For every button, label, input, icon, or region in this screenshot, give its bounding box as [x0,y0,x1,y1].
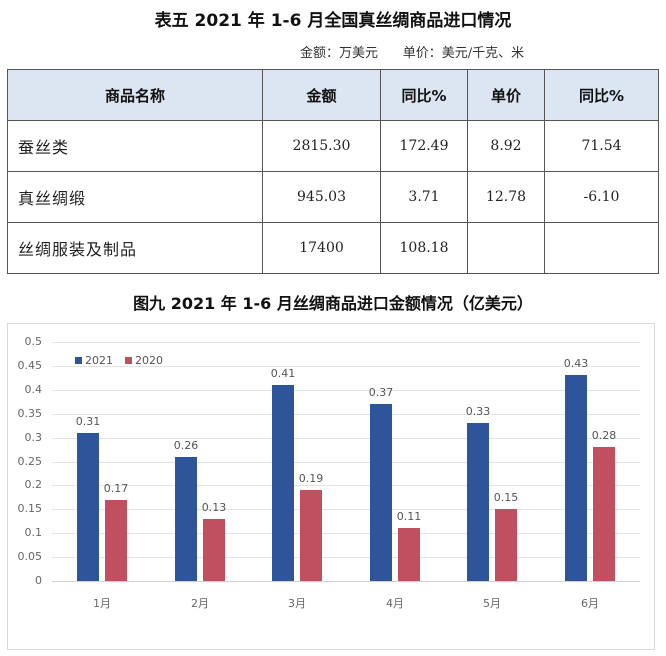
bar-2020-4 [398,528,420,581]
value-label: 0.13 [201,501,227,514]
cell-amount: 17400 [262,222,381,274]
value-label: 0.11 [396,510,422,523]
table-row: 丝绸服装及制品 17400 108.18 [7,222,659,274]
gridline [52,509,640,510]
cell-unit-price: 12.78 [467,171,545,223]
gridline [52,533,640,534]
value-label: 0.43 [563,357,589,370]
bar-2020-1 [105,500,127,581]
cell-product-name: 蚕丝类 [7,120,263,172]
table-row: 真丝绸缎 945.03 3.71 12.78 -6.10 [7,171,659,223]
value-label: 0.37 [368,386,394,399]
x-tick-label: 4月 [386,597,404,610]
y-tick-label: 0.5 [24,335,43,348]
y-tick-label: 0.45 [17,359,43,372]
chart-legend: 2021 2020 [75,354,175,367]
value-label: 0.41 [270,367,296,380]
value-label: 0.26 [173,439,199,452]
cell-amount: 945.03 [262,171,381,223]
bar-2021-6 [565,375,587,581]
cell-amount: 2815.30 [262,120,381,172]
chart-title: 图九 2021 年 1-6 月丝绸商品进口金额情况（亿美元） [133,294,533,313]
y-tick-label: 0.15 [17,502,43,515]
y-tick-label: 0.35 [17,407,43,420]
legend-item-2020: 2020 [125,354,163,367]
gridline [52,390,640,391]
cell-product-name: 丝绸服装及制品 [7,222,263,274]
header-unit-price: 单价 [467,69,545,121]
value-label: 0.15 [493,491,519,504]
table-title: 表五 2021 年 1-6 月全国真丝绸商品进口情况 [154,11,512,31]
y-tick-label: 0.2 [24,478,43,491]
y-tick-label: 0.1 [24,526,43,539]
table-row: 蚕丝类 2815.30 172.49 8.92 71.54 [7,120,659,172]
legend-label-2020: 2020 [135,354,163,367]
gridline [52,366,640,367]
chart-frame [7,323,655,650]
bar-2020-5 [495,509,517,581]
y-tick-label: 0.05 [17,550,43,563]
gridline [52,485,640,486]
gridline [52,438,640,439]
cell-amount-yoy: 172.49 [380,120,468,172]
bar-2021-3 [272,385,294,581]
gridline [52,557,640,558]
y-tick-label: 0 [35,574,42,587]
header-amount-yoy: 同比% [380,69,468,121]
y-tick-label: 0.25 [17,455,43,468]
header-price-yoy: 同比% [544,69,659,121]
header-amount: 金额 [262,69,381,121]
value-label: 0.33 [465,405,491,418]
x-tick-label: 5月 [483,597,501,610]
silk-import-table: 商品名称 金额 同比% 单价 同比% 蚕丝类 2815.30 172.49 8.… [7,69,659,274]
cell-amount-yoy: 3.71 [380,171,468,223]
value-label: 0.19 [298,472,324,485]
legend-swatch-2021 [75,357,82,364]
gridline [52,462,640,463]
y-tick-label: 0.4 [24,383,43,396]
header-product-name: 商品名称 [7,69,263,121]
bar-2021-4 [370,404,392,581]
gridline [52,414,640,415]
cell-unit-price: 8.92 [467,120,545,172]
bar-2020-2 [203,519,225,581]
cell-product-name: 真丝绸缎 [7,171,263,223]
bar-2020-3 [300,490,322,581]
legend-item-2021: 2021 [75,354,113,367]
x-tick-label: 3月 [288,597,306,610]
bar-2021-1 [77,433,99,581]
gridline [52,581,640,582]
cell-price-yoy: -6.10 [544,171,659,223]
cell-amount-yoy: 108.18 [380,222,468,274]
units-note: 金额：万美元 单价：美元/千克、米 [300,46,525,61]
bar-2021-2 [175,457,197,581]
bar-2021-5 [467,423,489,581]
gridline [52,342,640,343]
cell-price-yoy: 71.54 [544,120,659,172]
value-label: 0.17 [103,482,129,495]
cell-price-yoy [544,222,659,274]
table-header-row: 商品名称 金额 同比% 单价 同比% [7,69,659,121]
x-tick-label: 6月 [581,597,599,610]
cell-unit-price [467,222,545,274]
legend-swatch-2020 [125,357,132,364]
x-tick-label: 2月 [191,597,209,610]
legend-label-2021: 2021 [85,354,113,367]
value-label: 0.28 [591,429,617,442]
bar-2020-6 [593,447,615,581]
value-label: 0.31 [75,415,101,428]
x-tick-label: 1月 [93,597,111,610]
y-tick-label: 0.3 [24,431,43,444]
